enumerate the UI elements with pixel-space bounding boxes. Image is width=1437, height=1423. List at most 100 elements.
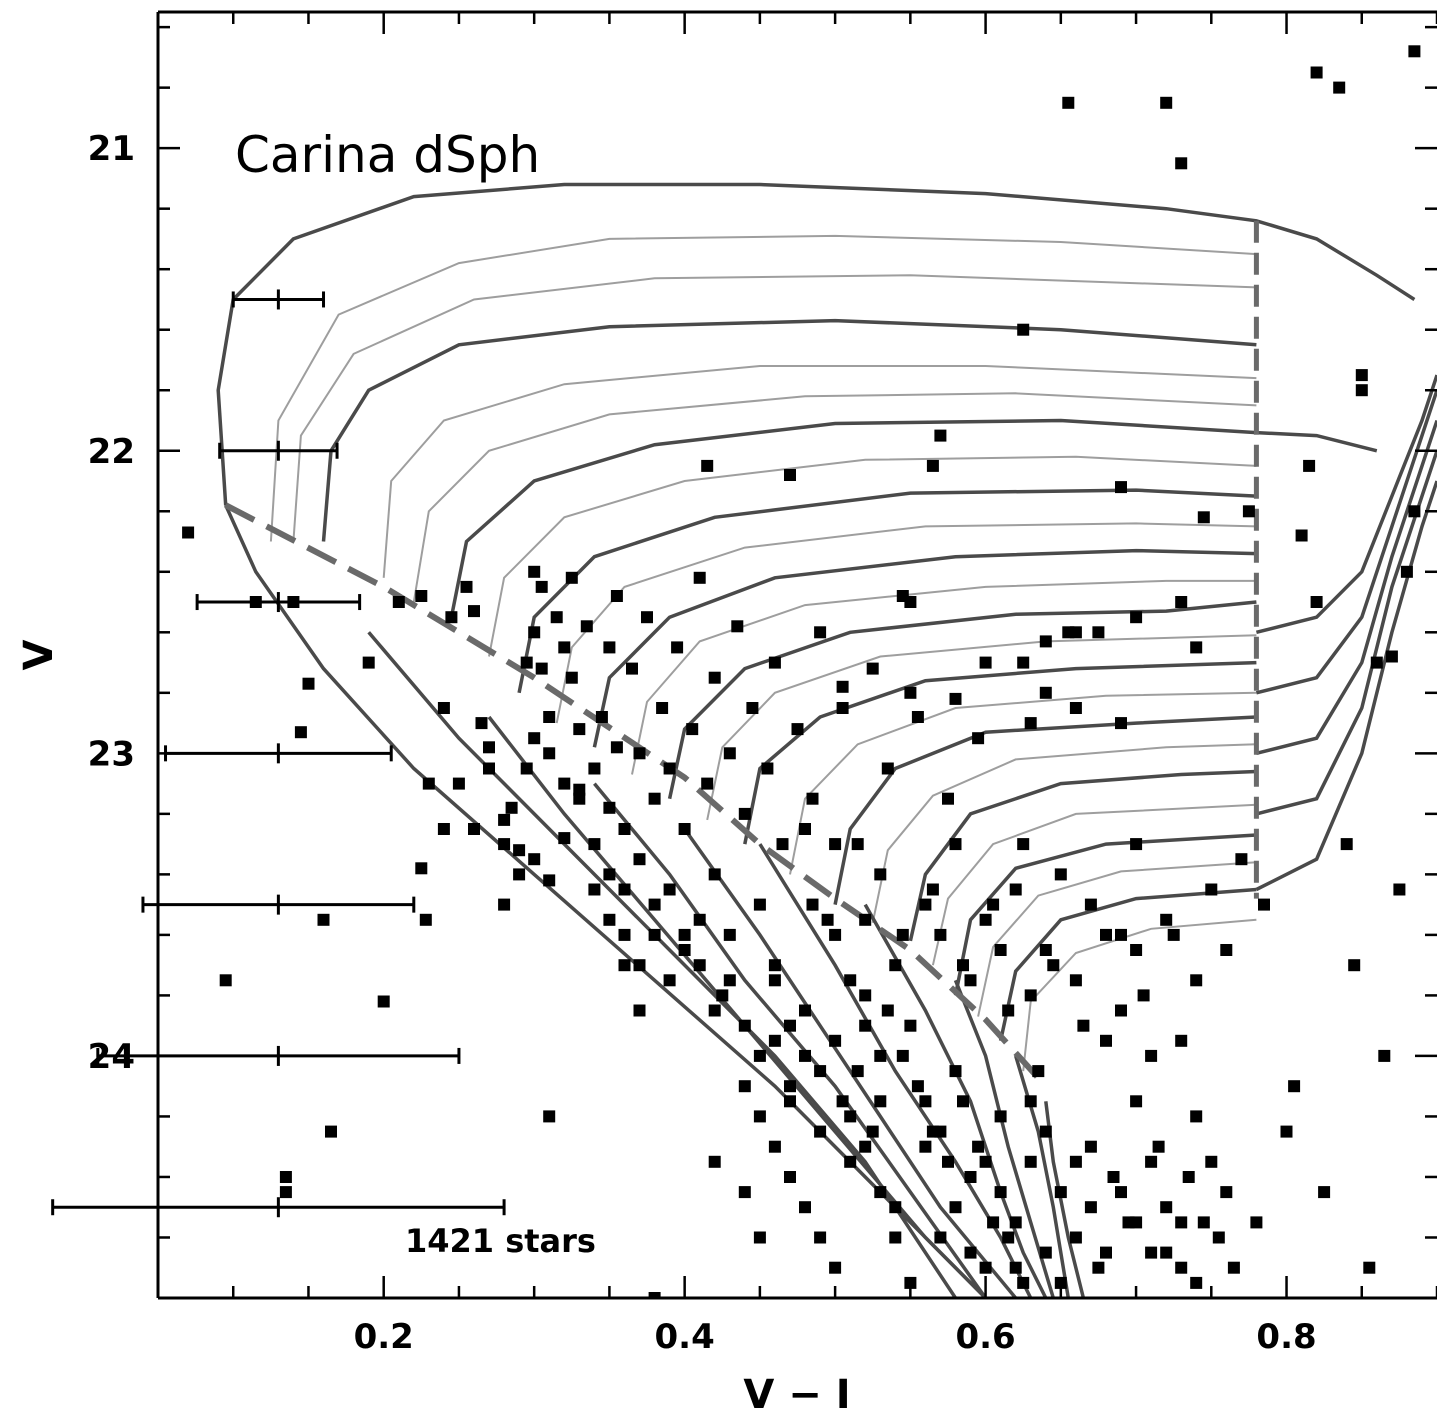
star-point [678,823,691,835]
isochrone-line-thick [743,660,1257,845]
star-point [942,1155,954,1168]
star-point [528,732,541,745]
isochrone-line-thick [667,600,1257,800]
star-point [1017,323,1030,336]
star-point [1385,650,1398,663]
isochrone-line-thick [998,887,1257,1042]
star-point [437,823,450,835]
star-point [1205,883,1218,896]
star-point [543,1110,556,1123]
star-point [1190,1276,1203,1289]
star-point [1197,511,1210,524]
isochrone-line-thin [269,234,1257,542]
isochrone-line-thick [953,833,1257,996]
star-point [498,898,511,911]
star-point [1152,1140,1165,1153]
star-point [836,680,849,693]
y-tick-label: 23 [88,734,135,774]
star-point [580,620,593,633]
star-point [656,702,669,714]
star-point [1258,898,1270,911]
star-point [874,1095,887,1108]
star-point [738,1186,751,1199]
star-point [1024,1155,1037,1168]
star-point [753,1110,766,1123]
star-point [535,580,548,593]
star-point [633,747,646,760]
star-point [610,590,623,602]
star-point [784,1019,796,1032]
star-point [1069,626,1082,639]
star-point [693,913,706,926]
star-point [1100,1246,1112,1259]
star-point [392,596,405,608]
star-point [558,641,571,654]
star-point [964,1171,977,1183]
star-point [460,580,473,593]
star-point [1069,1155,1082,1168]
star-point [1250,1216,1263,1229]
star-point [1009,883,1022,896]
star-point [603,801,616,814]
y-axis-title: V [16,639,62,670]
star-point [678,928,691,941]
star-point [738,1019,751,1032]
star-point [1190,974,1203,987]
x-axis-title: V − I [743,1372,850,1418]
star-point [1145,1049,1158,1062]
star-point [1084,898,1097,911]
isochrone-line-thin [871,743,1257,924]
star-point [1333,81,1346,94]
star-point [663,974,676,987]
star-point [633,1004,646,1017]
isochrone-line-thin [931,803,1257,966]
isochrone-line-thin [412,392,1257,603]
isochrone-line-thin [706,634,1257,821]
star-point [588,762,601,775]
star-point [859,1019,872,1032]
y-tick-label: 21 [88,129,135,169]
star-point [874,1049,887,1062]
star-point [708,1155,721,1168]
star-point [1227,1261,1240,1274]
star-point [1115,481,1127,494]
star-point [701,777,714,790]
star-point [1107,1171,1120,1183]
star-point [415,862,428,875]
isochrone-line-thick [863,903,1048,1298]
star-point [738,1080,751,1093]
star-point [859,989,872,1002]
star-point [874,868,887,881]
isochrone-line-thin [977,861,1257,1017]
star-point [618,928,631,941]
star-point [731,620,744,633]
star-point [829,838,842,851]
star-point [904,596,917,608]
star-point [1175,596,1188,608]
star-point [468,823,480,835]
star-point [1130,838,1143,851]
isochrone-line-thick [833,715,1257,905]
star-point [806,898,819,911]
star-point [528,853,541,866]
star-point [979,656,992,669]
star-point [633,959,646,972]
isochrone-line-thick [367,631,957,1298]
isochrone-line-thin [555,522,1257,724]
star-point [633,853,646,866]
star-point [1175,1261,1188,1274]
star-point [1355,369,1368,382]
isochrone-line-thick [449,418,1378,618]
star-point [768,1140,781,1153]
star-point [1002,1004,1015,1017]
star-point [543,747,556,760]
star-point [723,974,736,987]
x-tick-label: 0.6 [955,1317,1015,1357]
star-point [919,1140,932,1153]
star-point [362,656,375,669]
star-point [957,1095,969,1108]
star-point [1039,686,1052,699]
star-point [911,1080,924,1093]
star-point [1115,928,1127,941]
